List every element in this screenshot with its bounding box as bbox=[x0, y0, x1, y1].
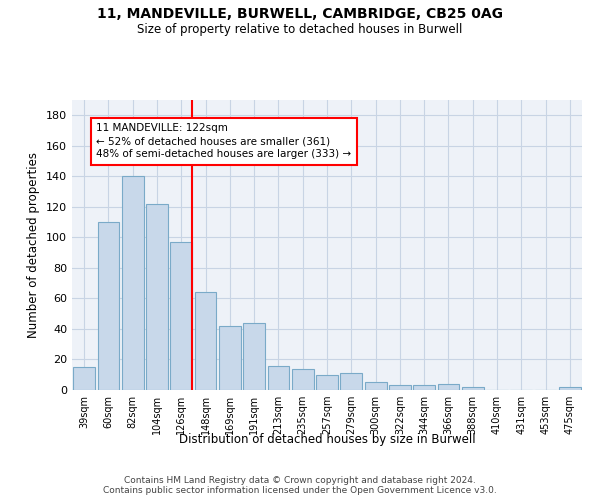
Bar bbox=[219, 326, 241, 390]
Bar bbox=[340, 373, 362, 390]
Bar bbox=[365, 382, 386, 390]
Bar bbox=[462, 387, 484, 390]
Bar bbox=[194, 292, 217, 390]
Bar bbox=[437, 384, 460, 390]
Bar bbox=[73, 367, 95, 390]
Bar bbox=[389, 386, 411, 390]
Text: 11, MANDEVILLE, BURWELL, CAMBRIDGE, CB25 0AG: 11, MANDEVILLE, BURWELL, CAMBRIDGE, CB25… bbox=[97, 8, 503, 22]
Bar bbox=[292, 368, 314, 390]
Y-axis label: Number of detached properties: Number of detached properties bbox=[28, 152, 40, 338]
Bar bbox=[122, 176, 143, 390]
Bar bbox=[413, 386, 435, 390]
Text: 11 MANDEVILLE: 122sqm
← 52% of detached houses are smaller (361)
48% of semi-det: 11 MANDEVILLE: 122sqm ← 52% of detached … bbox=[96, 123, 352, 160]
Bar bbox=[243, 323, 265, 390]
Text: Distribution of detached houses by size in Burwell: Distribution of detached houses by size … bbox=[179, 432, 475, 446]
Text: Size of property relative to detached houses in Burwell: Size of property relative to detached ho… bbox=[137, 22, 463, 36]
Bar bbox=[146, 204, 168, 390]
Text: Contains HM Land Registry data © Crown copyright and database right 2024.
Contai: Contains HM Land Registry data © Crown c… bbox=[103, 476, 497, 495]
Bar bbox=[268, 366, 289, 390]
Bar bbox=[170, 242, 192, 390]
Bar bbox=[97, 222, 119, 390]
Bar bbox=[559, 387, 581, 390]
Bar bbox=[316, 374, 338, 390]
